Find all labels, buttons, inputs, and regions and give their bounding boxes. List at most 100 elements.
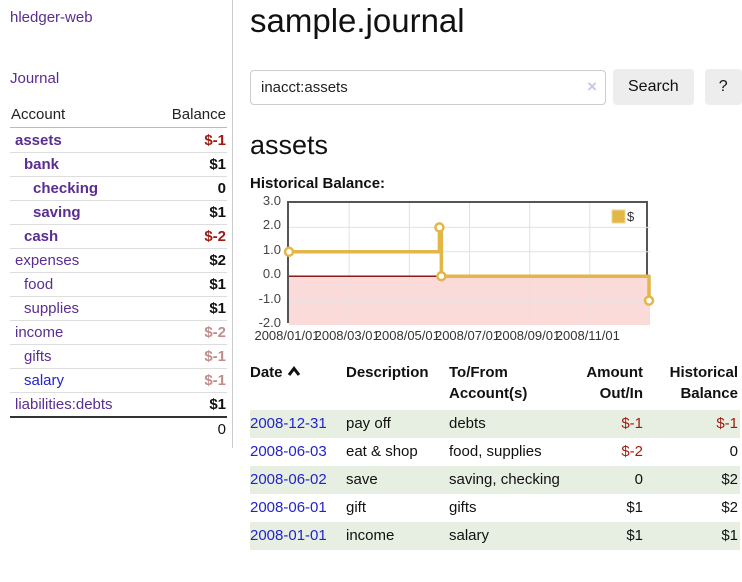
search-form: × Search ? — [250, 69, 742, 105]
data-point-marker — [434, 222, 445, 233]
sidebar-account-row: food $1 — [10, 272, 227, 296]
register-row: 2008-06-01 gift gifts $1 $2 — [250, 494, 740, 522]
balance-column-header: Balance — [171, 106, 226, 123]
historical-balance-chart[interactable]: 3.0 2.0 1.0 0.0 -1.0 -2.0 $2008/01/01 2008/03/0… — [250, 193, 655, 345]
register-date-cell: 2008-06-03 — [250, 438, 346, 466]
sidebar-account-link-income[interactable]: income — [15, 324, 64, 341]
sidebar-account-balance: $-2 — [204, 228, 226, 245]
sidebar-account-row: saving $1 — [10, 200, 227, 224]
register-row: 2008-01-01 income salary $1 $1 — [250, 522, 740, 550]
y-axis-tick-label: 0.0 — [262, 266, 281, 282]
sidebar-account-link-gifts[interactable]: gifts — [24, 348, 52, 365]
sidebar-account-link-assets[interactable]: assets — [15, 131, 62, 149]
register-accounts-cell: saving, checking — [449, 471, 560, 488]
y-axis-tick-label: 3.0 — [262, 193, 281, 208]
sidebar-account-link-liabilities-debts[interactable]: liabilities:debts — [15, 396, 113, 413]
data-point-marker — [643, 295, 655, 306]
sidebar: hledger-web Journal Account Balance asse… — [0, 0, 233, 582]
register-table: Date Description To/From Account(s) Amou… — [250, 362, 740, 550]
register-amount-cell: $1 — [626, 499, 643, 516]
sidebar-account-row: assets $-1 — [10, 128, 227, 152]
accounts-list: assets $-1 bank $1 checking 0 saving $1 cash $-2 e… — [10, 128, 227, 416]
register-accounts-cell: food, supplies — [449, 443, 542, 460]
page-title: sample.journal — [250, 2, 465, 39]
sidebar-account-row: income $-2 — [10, 320, 227, 344]
register-description-cell: save — [346, 471, 378, 488]
brand-link[interactable]: hledger-web — [10, 9, 93, 26]
sidebar-account-balance: $2 — [209, 252, 226, 269]
register-accounts-cell: gifts — [449, 499, 477, 516]
sidebar-item-journal[interactable]: Journal — [10, 70, 60, 87]
sidebar-account-link-supplies[interactable]: supplies — [24, 300, 80, 317]
sidebar-account-link-checking[interactable]: checking — [33, 180, 99, 197]
register-description-cell: eat & shop — [346, 443, 418, 460]
register-description-cell: pay off — [346, 415, 391, 432]
register-header-row: Date Description To/From Account(s) Amou… — [250, 362, 740, 410]
y-axis-tick-label: -2.0 — [258, 315, 281, 330]
register-historical-cell: $-1 — [716, 415, 738, 432]
transaction-date-link[interactable]: 2008-06-03 — [250, 443, 327, 460]
account-column-header: Account — [11, 106, 66, 123]
register-date-cell: 2008-12-31 — [250, 410, 346, 438]
date-column-header[interactable]: Date — [250, 362, 346, 410]
sidebar-account-row: checking 0 — [10, 176, 227, 200]
sidebar-account-link-saving[interactable]: saving — [33, 204, 81, 221]
register-row: 2008-06-02 save saving, checking 0 $2 — [250, 466, 740, 494]
sidebar-account-link-salary[interactable]: salary — [24, 372, 65, 389]
register-description-cell: gift — [346, 499, 367, 516]
x-axis-tick-label: 2008/03/01 — [314, 328, 380, 343]
sidebar-account-balance: $1 — [209, 396, 226, 413]
clear-search-icon[interactable]: × — [587, 76, 597, 96]
chart-plot-area[interactable]: $ — [283, 201, 655, 325]
sidebar-account-balance: $1 — [209, 156, 226, 173]
sidebar-account-row: liabilities:debts $1 — [10, 392, 227, 416]
transaction-date-link[interactable]: 2008-06-01 — [250, 499, 327, 516]
sidebar-account-balance: $-1 — [204, 348, 226, 365]
accounts-total-row: 0 — [10, 416, 227, 440]
sidebar-account-balance: $1 — [209, 204, 226, 221]
legend-swatch — [611, 209, 626, 224]
data-point-marker — [436, 270, 447, 282]
chart-title: Historical Balance: — [250, 175, 386, 192]
description-column-header: Description — [346, 364, 429, 381]
register-amount-cell: 0 — [634, 471, 643, 488]
transaction-date-link[interactable]: 2008-01-01 — [250, 527, 327, 544]
sidebar-account-link-food[interactable]: food — [24, 276, 54, 293]
y-axis-tick-label: 2.0 — [262, 217, 281, 233]
register-description-cell: income — [346, 527, 395, 544]
sidebar-account-balance: $-1 — [204, 372, 226, 389]
sidebar-account-link-bank[interactable]: bank — [24, 156, 60, 173]
y-axis-tick-label: 1.0 — [262, 241, 281, 257]
accounts-table: Account Balance assets $-1 bank $1 checking 0… — [10, 104, 227, 440]
sidebar-panel: hledger-web Journal Account Balance asse… — [10, 0, 233, 448]
register-amount-cell: $-2 — [621, 443, 643, 460]
search-input[interactable] — [250, 69, 606, 105]
sidebar-account-row: cash $-2 — [10, 224, 227, 248]
search-button[interactable]: Search — [613, 69, 694, 105]
register-date-cell: 2008-06-02 — [250, 466, 346, 494]
x-axis-tick-label: 2008/09/01 — [495, 328, 561, 343]
register-amount-cell: $1 — [626, 527, 643, 544]
sidebar-account-balance: $1 — [209, 276, 226, 293]
transaction-date-link[interactable]: 2008-06-02 — [250, 471, 327, 488]
data-point-marker — [283, 246, 295, 258]
tofrom-column-header: To/From Account(s) — [449, 364, 528, 402]
register-amount-cell: $-1 — [621, 415, 643, 432]
amount-column-header: Amount Out/In — [586, 364, 643, 402]
register-historical-cell: $1 — [721, 527, 738, 544]
register-historical-cell: $2 — [721, 499, 738, 516]
transaction-date-link[interactable]: 2008-12-31 — [250, 415, 327, 432]
sidebar-account-row: expenses $2 — [10, 248, 227, 272]
accounts-table-header: Account Balance — [10, 104, 227, 128]
register-date-cell: 2008-01-01 — [250, 522, 346, 550]
sidebar-account-balance: 0 — [217, 180, 226, 197]
help-button[interactable]: ? — [704, 69, 742, 105]
sidebar-account-link-cash[interactable]: cash — [24, 228, 59, 245]
sidebar-account-balance: $1 — [209, 300, 226, 317]
x-axis-tick-label: 2008/11/01 — [555, 328, 620, 343]
accounts-total-value: 0 — [217, 420, 226, 438]
account-heading: assets — [250, 130, 329, 160]
y-axis-tick-label: -1.0 — [258, 290, 281, 306]
sidebar-account-link-expenses[interactable]: expenses — [15, 252, 80, 269]
